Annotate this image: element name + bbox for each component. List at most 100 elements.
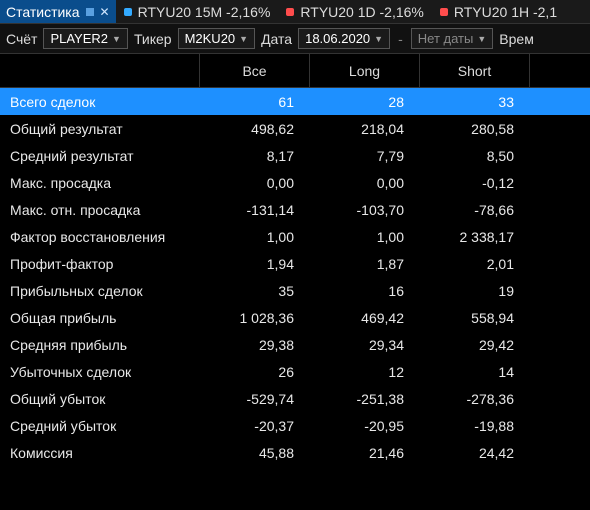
row-cell: 45,88 bbox=[200, 445, 310, 461]
row-cell: -20,37 bbox=[200, 418, 310, 434]
row-cell: -278,36 bbox=[420, 391, 530, 407]
row-cell: 24,42 bbox=[420, 445, 530, 461]
row-cell: 12 bbox=[310, 364, 420, 380]
row-cell: -19,88 bbox=[420, 418, 530, 434]
date-label: Дата bbox=[261, 31, 292, 47]
row-label: Макс. отн. просадка bbox=[0, 202, 200, 218]
table-row[interactable]: Комиссия45,8821,4624,42 bbox=[0, 439, 590, 466]
row-cell: 35 bbox=[200, 283, 310, 299]
ticker-dot-icon bbox=[124, 8, 132, 16]
row-cell: 1 028,36 bbox=[200, 310, 310, 326]
header-col-long[interactable]: Long bbox=[310, 54, 420, 87]
row-label: Комиссия bbox=[0, 445, 200, 461]
row-label: Общий убыток bbox=[0, 391, 200, 407]
tab-ticker[interactable]: RTYU20 1D -2,16% bbox=[278, 4, 431, 20]
row-cell: -78,66 bbox=[420, 202, 530, 218]
stats-table: Все Long Short Всего сделок612833Общий р… bbox=[0, 54, 590, 466]
row-label: Всего сделок bbox=[0, 94, 200, 110]
row-label: Общая прибыль bbox=[0, 310, 200, 326]
chevron-down-icon: ▼ bbox=[239, 34, 248, 44]
row-cell: 1,94 bbox=[200, 256, 310, 272]
chevron-down-icon: ▼ bbox=[374, 34, 383, 44]
ticker-text: RTYU20 1H -2,1 bbox=[454, 4, 557, 20]
row-cell: 498,62 bbox=[200, 121, 310, 137]
row-cell: 33 bbox=[420, 94, 530, 110]
row-label: Профит-фактор bbox=[0, 256, 200, 272]
table-row[interactable]: Профит-фактор1,941,872,01 bbox=[0, 250, 590, 277]
account-label: Счёт bbox=[6, 31, 37, 47]
close-icon[interactable]: ✕ bbox=[100, 5, 110, 19]
table-row[interactable]: Средняя прибыль29,3829,3429,42 bbox=[0, 331, 590, 358]
table-row[interactable]: Общая прибыль1 028,36469,42558,94 bbox=[0, 304, 590, 331]
row-label: Убыточных сделок bbox=[0, 364, 200, 380]
tab-square-icon bbox=[86, 8, 94, 16]
tab-bar: Статистика ✕ RTYU20 15M -2,16% RTYU20 1D … bbox=[0, 0, 590, 24]
chevron-down-icon: ▼ bbox=[112, 34, 121, 44]
row-cell: 16 bbox=[310, 283, 420, 299]
table-row[interactable]: Средний результат8,177,798,50 bbox=[0, 142, 590, 169]
row-cell: 61 bbox=[200, 94, 310, 110]
tab-ticker[interactable]: RTYU20 15M -2,16% bbox=[116, 4, 279, 20]
row-cell: 8,17 bbox=[200, 148, 310, 164]
row-label: Средний результат bbox=[0, 148, 200, 164]
date-from-dropdown[interactable]: 18.06.2020 ▼ bbox=[298, 28, 390, 49]
row-cell: 0,00 bbox=[310, 175, 420, 191]
row-cell: -20,95 bbox=[310, 418, 420, 434]
row-cell: -131,14 bbox=[200, 202, 310, 218]
table-row[interactable]: Общий убыток-529,74-251,38-278,36 bbox=[0, 385, 590, 412]
table-row[interactable]: Средний убыток-20,37-20,95-19,88 bbox=[0, 412, 590, 439]
table-row[interactable]: Общий результат498,62218,04280,58 bbox=[0, 115, 590, 142]
ticker-text: RTYU20 1D -2,16% bbox=[300, 4, 423, 20]
table-header: Все Long Short bbox=[0, 54, 590, 88]
row-label: Прибыльных сделок bbox=[0, 283, 200, 299]
row-cell: 280,58 bbox=[420, 121, 530, 137]
tab-statistics[interactable]: Статистика ✕ bbox=[0, 0, 116, 24]
row-cell: 2 338,17 bbox=[420, 229, 530, 245]
row-label: Макс. просадка bbox=[0, 175, 200, 191]
row-cell: -251,38 bbox=[310, 391, 420, 407]
row-cell: 29,38 bbox=[200, 337, 310, 353]
ticker-dot-icon bbox=[440, 8, 448, 16]
header-col-short[interactable]: Short bbox=[420, 54, 530, 87]
table-body: Всего сделок612833Общий результат498,622… bbox=[0, 88, 590, 466]
ticker-value: M2KU20 bbox=[185, 31, 236, 46]
table-row[interactable]: Убыточных сделок261214 bbox=[0, 358, 590, 385]
ticker-dropdown[interactable]: M2KU20 ▼ bbox=[178, 28, 256, 49]
date-to-dropdown[interactable]: Нет даты ▼ bbox=[411, 28, 494, 49]
toolbar: Счёт PLAYER2 ▼ Тикер M2KU20 ▼ Дата 18.06… bbox=[0, 24, 590, 54]
table-row[interactable]: Фактор восстановления1,001,002 338,17 bbox=[0, 223, 590, 250]
row-cell: 19 bbox=[420, 283, 530, 299]
header-metric bbox=[0, 54, 200, 87]
tab-label: Статистика bbox=[6, 4, 80, 20]
chevron-down-icon: ▼ bbox=[477, 34, 486, 44]
row-cell: 29,42 bbox=[420, 337, 530, 353]
row-cell: 1,00 bbox=[200, 229, 310, 245]
table-row[interactable]: Макс. отн. просадка-131,14-103,70-78,66 bbox=[0, 196, 590, 223]
row-label: Фактор восстановления bbox=[0, 229, 200, 245]
row-cell: 14 bbox=[420, 364, 530, 380]
row-cell: 28 bbox=[310, 94, 420, 110]
ticker-dot-icon bbox=[286, 8, 294, 16]
row-cell: 26 bbox=[200, 364, 310, 380]
row-cell: 2,01 bbox=[420, 256, 530, 272]
account-dropdown[interactable]: PLAYER2 ▼ bbox=[43, 28, 128, 49]
row-cell: 8,50 bbox=[420, 148, 530, 164]
time-label: Врем bbox=[499, 31, 534, 47]
row-cell: -0,12 bbox=[420, 175, 530, 191]
header-col-all[interactable]: Все bbox=[200, 54, 310, 87]
row-cell: 558,94 bbox=[420, 310, 530, 326]
ticker-label: Тикер bbox=[134, 31, 172, 47]
row-cell: -529,74 bbox=[200, 391, 310, 407]
row-label: Средняя прибыль bbox=[0, 337, 200, 353]
row-cell: 1,87 bbox=[310, 256, 420, 272]
row-cell: 469,42 bbox=[310, 310, 420, 326]
tab-items: RTYU20 15M -2,16% RTYU20 1D -2,16% RTYU20 … bbox=[116, 4, 566, 20]
tab-ticker[interactable]: RTYU20 1H -2,1 bbox=[432, 4, 565, 20]
table-row[interactable]: Всего сделок612833 bbox=[0, 88, 590, 115]
date-to-value: Нет даты bbox=[418, 31, 474, 46]
row-cell: 218,04 bbox=[310, 121, 420, 137]
row-label: Общий результат bbox=[0, 121, 200, 137]
table-row[interactable]: Макс. просадка0,000,00-0,12 bbox=[0, 169, 590, 196]
row-cell: 0,00 bbox=[200, 175, 310, 191]
table-row[interactable]: Прибыльных сделок351619 bbox=[0, 277, 590, 304]
